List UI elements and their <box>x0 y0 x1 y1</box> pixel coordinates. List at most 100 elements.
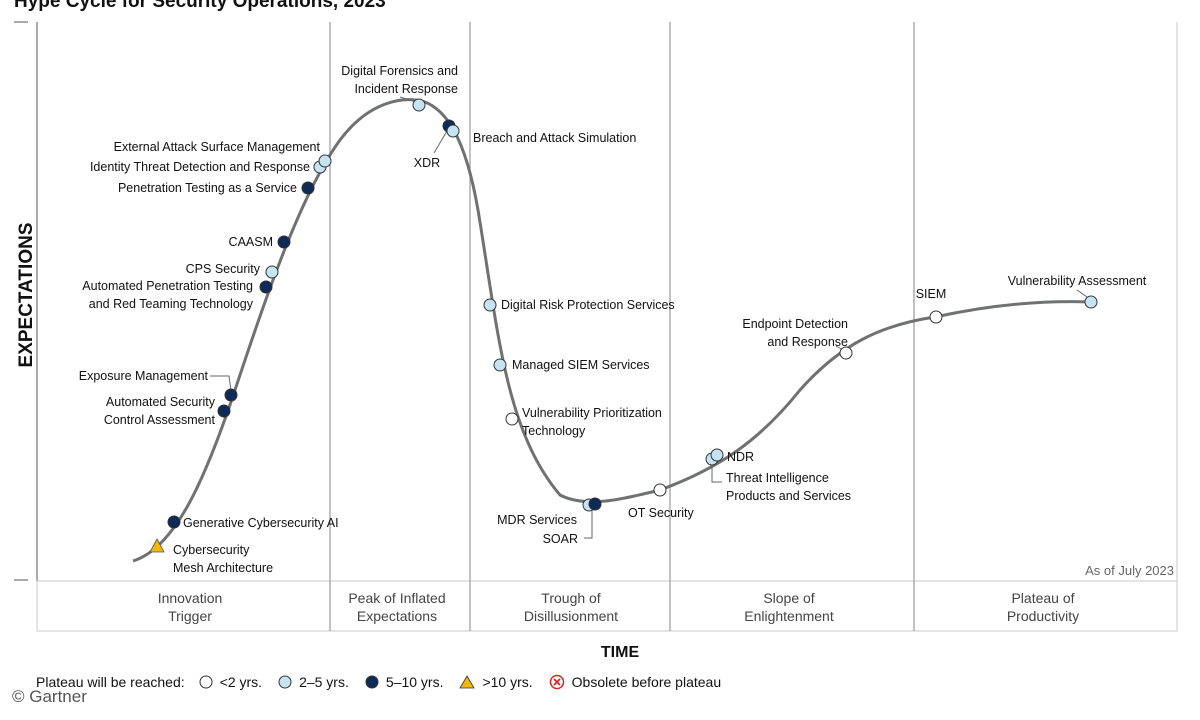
technology-label: XDR <box>414 156 440 170</box>
technology-label: Generative Cybersecurity AI <box>183 516 339 530</box>
technology-marker <box>1084 295 1098 309</box>
technology-label: Threat Intelligence Products and Services <box>726 471 851 503</box>
white-circle-icon <box>199 675 213 689</box>
phase-dividers <box>329 22 915 631</box>
technology-label: OT Security <box>628 506 695 520</box>
legend-title: Plateau will be reached: <box>36 674 185 690</box>
label-line: NDR <box>727 450 754 464</box>
label-line: Managed SIEM Services <box>512 358 650 372</box>
technology-label: Cybersecurity Mesh Architecture <box>173 543 273 575</box>
label-line: Products and Services <box>726 489 851 503</box>
technology-marker <box>839 346 853 360</box>
label-line: Penetration Testing as a Service <box>118 181 297 195</box>
technology-marker <box>224 388 238 402</box>
technology-marker <box>653 483 667 497</box>
label-line: Innovation <box>158 590 223 606</box>
technology-label: MDR Services <box>497 513 577 527</box>
technology-marker <box>167 515 181 529</box>
technology-label: CPS Security <box>186 262 261 276</box>
technology-marker <box>149 538 165 553</box>
technology-label: NDR <box>727 450 754 464</box>
label-line: Generative Cybersecurity AI <box>183 516 339 530</box>
chart-title: Hype Cycle for Security Operations, 2023 <box>14 0 386 12</box>
phase-label: Plateau of Productivity <box>1007 590 1079 624</box>
label-line: OT Security <box>628 506 695 520</box>
label-line: External Attack Surface Management <box>114 140 321 154</box>
technology-marker <box>446 124 460 138</box>
legend-item-obsolete: Obsolete before plateau <box>549 674 721 690</box>
legend-item-lt2: <2 yrs. <box>199 674 262 690</box>
technology-label: Vulnerability Prioritization Technology <box>522 406 662 438</box>
label-line: Vulnerability Prioritization <box>522 406 662 420</box>
technology-label: Automated Penetration Testing and Red Tea… <box>82 279 253 311</box>
chart-frame <box>14 21 1178 632</box>
technology-label: Automated Security Control Assessment <box>104 395 216 427</box>
hype-curve-line <box>132 98 1093 563</box>
technology-label: Managed SIEM Services <box>512 358 650 372</box>
legend-label: <2 yrs. <box>219 674 263 690</box>
label-line: Vulnerability Assessment <box>1008 274 1147 288</box>
label-line: Exposure Management <box>79 369 209 383</box>
label-line: Breach and Attack Simulation <box>473 131 636 145</box>
label-line: Identity Threat Detection and Response <box>90 160 310 174</box>
dark-blue-circle-icon <box>365 675 379 689</box>
phase-label: Innovation Trigger <box>158 590 223 624</box>
technology-marker <box>710 448 724 462</box>
label-line: Control Assessment <box>104 413 216 427</box>
technology-label: Penetration Testing as a Service <box>118 181 297 195</box>
technology-label: Digital Forensics and Incident Response <box>341 64 458 96</box>
phase-label: Slope of Enlightenment <box>744 590 834 624</box>
legend-label: Obsolete before plateau <box>571 674 722 690</box>
technology-marker <box>318 154 332 168</box>
hype-curve <box>132 98 1093 563</box>
label-line: Automated Security <box>106 395 216 409</box>
technology-markers <box>149 98 1098 553</box>
technology-marker <box>259 280 273 294</box>
label-line: Slope of <box>763 590 814 606</box>
legend-item-5to10: 5–10 yrs. <box>365 674 443 690</box>
label-line: Plateau of <box>1011 590 1074 606</box>
technology-marker <box>493 358 507 372</box>
technology-label: Exposure Management <box>79 369 209 383</box>
technology-marker <box>483 298 497 312</box>
label-line: Endpoint Detection <box>742 317 848 331</box>
label-line: Automated Penetration Testing <box>82 279 253 293</box>
triangle-icon <box>459 675 476 689</box>
technology-marker <box>301 181 315 195</box>
label-line: Digital Risk Protection Services <box>501 298 675 312</box>
technology-marker <box>265 265 279 279</box>
technology-marker <box>588 497 602 511</box>
label-line: Productivity <box>1007 608 1079 624</box>
label-line: Digital Forensics and <box>341 64 458 78</box>
label-line: Incident Response <box>354 82 458 96</box>
label-line: Mesh Architecture <box>173 561 273 575</box>
label-line: SIEM <box>916 287 947 301</box>
phase-strip <box>36 580 1178 632</box>
technology-label: Vulnerability Assessment <box>1008 274 1147 288</box>
technology-marker <box>217 404 231 418</box>
leader-line <box>1076 289 1088 298</box>
phase-labels: Innovation Trigger Peak of Inflated Expecta… <box>158 590 1079 624</box>
technology-label: External Attack Surface Management <box>114 140 321 154</box>
technology-label: Digital Risk Protection Services <box>501 298 675 312</box>
technology-marker <box>929 310 943 324</box>
label-line: CAASM <box>229 235 273 249</box>
technology-labels: Cybersecurity Mesh Architecture Generative… <box>79 64 1147 575</box>
label-line: and Response <box>767 335 848 349</box>
label-line: Trigger <box>168 608 212 624</box>
leader-line <box>711 465 722 483</box>
y-axis-label: EXPECTATIONS <box>16 223 37 368</box>
as-of-note: As of July 2023 <box>1085 563 1174 578</box>
legend-item-gt10: >10 yrs. <box>459 674 533 690</box>
label-line: Technology <box>522 424 586 438</box>
label-line: Threat Intelligence <box>726 471 829 485</box>
copyright-text: © Gartner <box>12 687 87 706</box>
label-line: Trough of <box>541 590 601 606</box>
label-line: Enlightenment <box>744 608 834 624</box>
leader-line <box>210 375 232 392</box>
phase-label: Trough of Disillusionment <box>524 590 618 624</box>
light-blue-circle-icon <box>278 675 292 689</box>
legend: Plateau will be reached: <2 yrs. 2–5 yrs… <box>36 674 737 690</box>
label-line: Peak of Inflated <box>348 590 445 606</box>
